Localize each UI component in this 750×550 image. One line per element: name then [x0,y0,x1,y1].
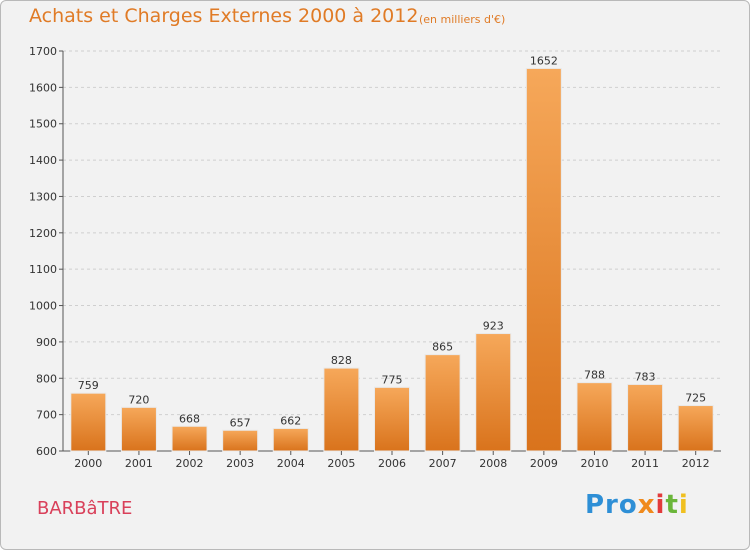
proxiti-logo[interactable]: Proxiti [585,490,689,520]
y-tick-label: 1200 [29,227,57,240]
bar-value-label: 662 [280,414,301,427]
bar [374,386,410,452]
logo-part-3: i [655,490,666,520]
bar-value-label: 788 [584,369,605,382]
y-tick-label: 700 [36,409,57,422]
bar-value-label: 759 [78,379,99,392]
bar [323,367,360,452]
bar [222,429,259,452]
chart-title: Achats et Charges Externes 2000 à 2012 [29,5,419,27]
y-tick-label: 1400 [29,154,57,167]
x-tick-label: 2009 [530,457,558,470]
logo-part-5: i [678,490,689,520]
x-tick-label: 2008 [479,457,507,470]
x-tick-label: 2010 [580,457,608,470]
x-tick-label: 2006 [378,457,406,470]
bar-value-label: 775 [382,373,403,386]
bar [171,425,208,452]
y-tick-label: 1100 [29,263,57,276]
bar [475,333,512,452]
bar [677,405,714,452]
bar [576,382,613,452]
bar-value-label: 725 [685,392,706,405]
bar-value-label: 828 [331,354,352,367]
commune-name: BARBâTRE [37,498,133,519]
bar-value-label: 657 [230,416,251,429]
bar [525,67,562,452]
bar-value-label: 668 [179,412,200,425]
bar-value-label: 783 [635,370,656,383]
bar-value-label: 923 [483,320,504,333]
y-tick-label: 600 [36,445,57,458]
x-tick-label: 2004 [277,457,305,470]
y-tick-label: 1700 [29,45,57,58]
bar [272,427,309,452]
y-tick-label: 1000 [29,300,57,313]
logo-part-2: x [637,490,656,520]
logo-part-1: Pro [585,490,638,520]
x-tick-label: 2001 [125,457,153,470]
x-tick-label: 2000 [74,457,102,470]
x-tick-label: 2005 [327,457,355,470]
bar [627,383,664,452]
y-tick-label: 1300 [29,190,57,203]
y-tick-label: 900 [36,336,57,349]
bar-value-label: 720 [128,393,149,406]
bar-value-label: 865 [432,341,453,354]
logo-part-4: t [665,490,679,520]
y-tick-label: 1500 [29,118,57,131]
y-tick-label: 1600 [29,81,57,94]
x-tick-label: 2011 [631,457,659,470]
bar [120,406,157,452]
bar [424,354,461,452]
bar-value-label: 1652 [530,54,558,67]
y-tick-label: 800 [36,372,57,385]
x-tick-label: 2012 [682,457,710,470]
chart-subtitle: (en milliers d'€) [419,13,506,26]
x-tick-label: 2007 [429,457,457,470]
x-tick-label: 2002 [176,457,204,470]
bar [70,392,107,452]
x-tick-label: 2003 [226,457,254,470]
